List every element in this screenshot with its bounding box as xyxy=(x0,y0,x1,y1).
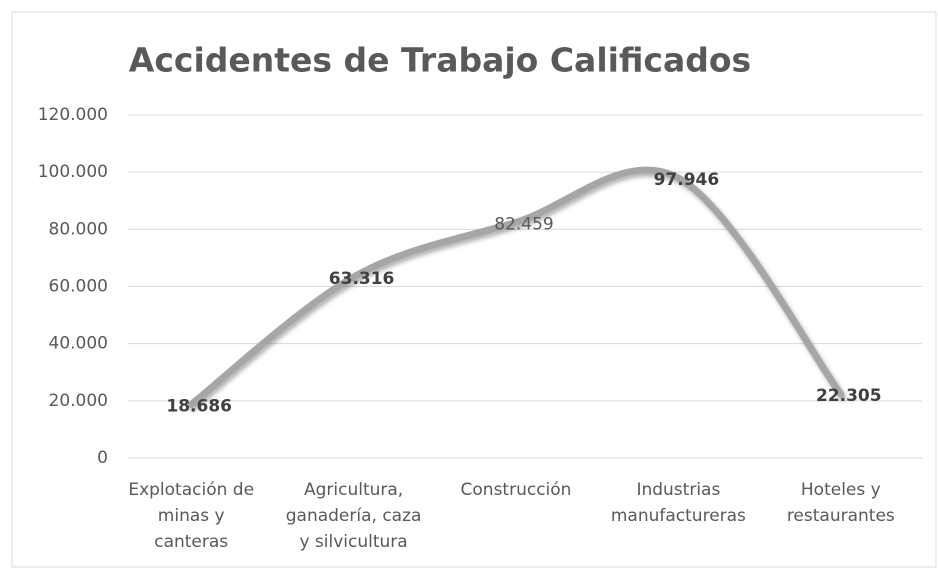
chart-title: Accidentes de Trabajo Calificados xyxy=(129,41,751,80)
x-tick-label: Explotación de minas y canteras xyxy=(128,480,254,552)
data-label: 97.946 xyxy=(654,170,720,190)
data-line xyxy=(187,166,845,409)
x-tick-label: Agricultura, ganadería, caza y silvicultur… xyxy=(286,480,422,552)
data-label: 18.686 xyxy=(166,397,232,417)
x-tick-label: Industrias manufactureras xyxy=(611,480,746,526)
y-tick-label: 0 xyxy=(97,448,108,468)
y-tick-label: 80.000 xyxy=(49,219,108,239)
data-label: 82.459 xyxy=(494,214,553,234)
data-label: 63.316 xyxy=(329,269,395,289)
y-tick-label: 20.000 xyxy=(49,391,108,411)
chart-frame xyxy=(11,11,937,568)
x-tick-label: Construcción xyxy=(461,480,572,500)
data-label: 22.305 xyxy=(816,386,882,406)
x-tick-label: Hoteles y restaurantes xyxy=(787,480,895,526)
y-tick-label: 120.000 xyxy=(38,105,108,125)
y-tick-label: 100.000 xyxy=(38,162,108,182)
y-tick-label: 40.000 xyxy=(49,334,108,354)
y-tick-label: 60.000 xyxy=(49,277,108,297)
